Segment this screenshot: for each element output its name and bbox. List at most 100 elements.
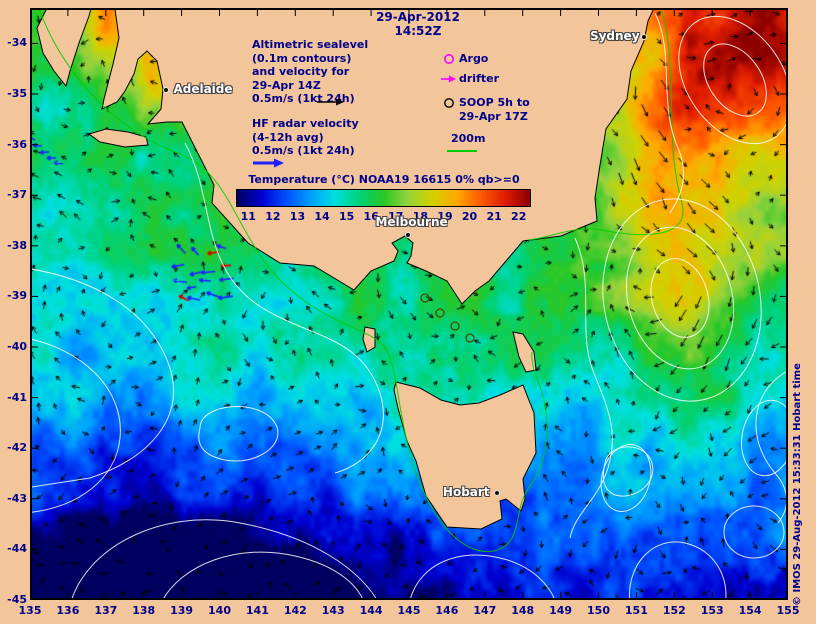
land-polygon bbox=[512, 331, 537, 373]
legend-altimetry-line: and velocity for bbox=[252, 65, 350, 78]
altimetry-velocity-arrow-icon bbox=[317, 98, 344, 106]
legend-isobath-label: 200m bbox=[451, 132, 486, 145]
sealevel-contour-eddy bbox=[741, 399, 788, 477]
isobath-200m-lines bbox=[38, 8, 684, 553]
colorbar-tick-label: 19 bbox=[437, 210, 453, 223]
lon-tick-label: 153 bbox=[700, 604, 724, 617]
legend-hf-radar: HF radar velocity (4-12h avg) 0.5m/s (1kt … bbox=[252, 117, 359, 158]
sealevel-contour bbox=[198, 406, 279, 462]
sealevel-contour-eddy bbox=[703, 43, 767, 117]
sealevel-contour bbox=[654, 12, 684, 214]
lat-tick-label: -39 bbox=[7, 289, 27, 303]
lat-tick-label: -38 bbox=[7, 238, 27, 252]
sealevel-contour bbox=[628, 541, 727, 600]
city-dot-sydney bbox=[641, 33, 648, 40]
map-overlay-svg bbox=[30, 8, 788, 600]
lon-tick-label: 140 bbox=[208, 604, 231, 617]
colorbar-gradient bbox=[237, 190, 530, 206]
soop-observation bbox=[420, 293, 430, 303]
legend-altimetry: Altimetric sealevel (0.1m contours) and ve… bbox=[252, 38, 368, 106]
legend-hf-line: HF radar velocity bbox=[252, 117, 359, 130]
lat-tick-label: -40 bbox=[7, 340, 27, 353]
colorbar-tick-label: 12 bbox=[265, 210, 281, 223]
land-polygon bbox=[36, 8, 655, 305]
colorbar-tick-label: 22 bbox=[511, 210, 527, 223]
sealevel-contour bbox=[755, 370, 788, 524]
lon-tick-label: 143 bbox=[321, 604, 345, 617]
legend-hf-line: (4-12h avg) bbox=[252, 130, 324, 144]
colorbar-tick-label: 21 bbox=[486, 210, 502, 223]
plot-border bbox=[30, 8, 788, 600]
soop-observation bbox=[450, 321, 460, 331]
city-label-sydney: Sydney bbox=[589, 28, 640, 43]
colorbar-tick-label: 15 bbox=[338, 210, 355, 223]
map-plot-area: 29-Apr-2012 14:52Z Altimetric sealevel (0… bbox=[30, 8, 788, 600]
city-label-hobart: Hobart bbox=[442, 484, 490, 499]
colorbar-tick-label: 20 bbox=[461, 210, 478, 223]
sealevel-contour-eddy bbox=[650, 258, 710, 338]
lon-tick-label: 154 bbox=[738, 604, 762, 617]
lon-tick-label: 146 bbox=[435, 604, 459, 617]
soop-icon bbox=[444, 98, 454, 108]
lon-tick-label: 145 bbox=[397, 604, 421, 617]
legend-argo-label: Argo bbox=[459, 52, 489, 65]
colorbar-tick-label: 16 bbox=[363, 210, 379, 223]
soop-observation bbox=[435, 308, 445, 318]
lon-tick-label: 150 bbox=[587, 604, 610, 617]
land-polygon bbox=[87, 128, 149, 148]
lon-tick-label: 151 bbox=[624, 604, 648, 617]
lat-tick-label: -43 bbox=[7, 491, 27, 505]
sealevel-contour bbox=[184, 142, 384, 474]
axes-frame bbox=[30, 8, 788, 600]
isobath-200m bbox=[38, 8, 548, 553]
lon-tick-label: 139 bbox=[170, 604, 194, 617]
legend-drifter-label: drifter bbox=[459, 72, 499, 85]
lat-tick-label: -42 bbox=[7, 441, 27, 455]
lon-tick-label: 152 bbox=[662, 604, 686, 617]
lon-tick-label: 142 bbox=[283, 604, 307, 617]
sealevel-contour-eddy bbox=[600, 444, 652, 512]
lon-tick-label: 141 bbox=[245, 604, 269, 617]
lon-tick-label: 147 bbox=[473, 604, 497, 617]
legend-altimetry-line: Altimetric sealevel bbox=[252, 38, 369, 51]
lat-tick-label: -36 bbox=[7, 137, 27, 151]
lon-tick-label: 135 bbox=[18, 604, 42, 617]
legend-altimetry-line: (0.1m contours) bbox=[252, 51, 352, 65]
legend-altimetry-line: 0.5m/s (1kt 24h) bbox=[252, 92, 355, 105]
legend-hf-line: 0.5m/s (1kt 24h) bbox=[252, 144, 355, 157]
lon-tick-label: 144 bbox=[359, 604, 383, 617]
isobath-200m bbox=[527, 8, 684, 241]
sealevel-contour bbox=[602, 446, 654, 497]
colorbar-tick-label: 17 bbox=[388, 210, 404, 223]
soop-observation-markers bbox=[420, 293, 475, 343]
city-label-melbourne: Melbourne bbox=[375, 214, 448, 229]
colorbar bbox=[236, 189, 531, 207]
colorbar-title: Temperature (°C) NOAA19 16615 0% qb>=0 bbox=[248, 173, 520, 186]
attribution-text: © IMOS 29-Aug-2012 15:33:31 Hobart time bbox=[792, 363, 803, 606]
sealevel-contour-eddy bbox=[678, 15, 788, 145]
colorbar-tick-label: 13 bbox=[289, 210, 306, 223]
sealevel-contour-eddy bbox=[625, 226, 735, 370]
colorbar-tick-label: 11 bbox=[240, 210, 256, 223]
lat-tick-label: -44 bbox=[7, 542, 27, 556]
sealevel-contour-eddy bbox=[723, 505, 785, 559]
legend-altimetry-line: 29-Apr 14Z bbox=[252, 78, 321, 92]
sealevel-contour-eddy bbox=[602, 198, 762, 402]
city-dot-melbourne bbox=[404, 231, 411, 238]
sealevel-contour bbox=[30, 338, 121, 513]
lat-tick-label: -37 bbox=[7, 188, 27, 202]
colorbar-tick-label: 14 bbox=[314, 210, 330, 223]
city-dot-hobart bbox=[494, 489, 501, 496]
legend-soop-line1: SOOP 5h to bbox=[459, 96, 530, 109]
lon-tick-label: 148 bbox=[511, 604, 535, 617]
lat-tick-label: -41 bbox=[7, 390, 27, 404]
legend-soop-line2: 29-Apr 17Z bbox=[459, 110, 528, 123]
sealevel-contour bbox=[162, 551, 364, 600]
colorbar-tick-label: 18 bbox=[412, 210, 429, 223]
hf-radar-arrow-icon bbox=[253, 158, 284, 168]
land-polygon bbox=[362, 326, 376, 353]
sealevel-contour bbox=[30, 268, 174, 488]
sealevel-contour-lines bbox=[30, 12, 788, 600]
soop-observation bbox=[465, 333, 475, 343]
